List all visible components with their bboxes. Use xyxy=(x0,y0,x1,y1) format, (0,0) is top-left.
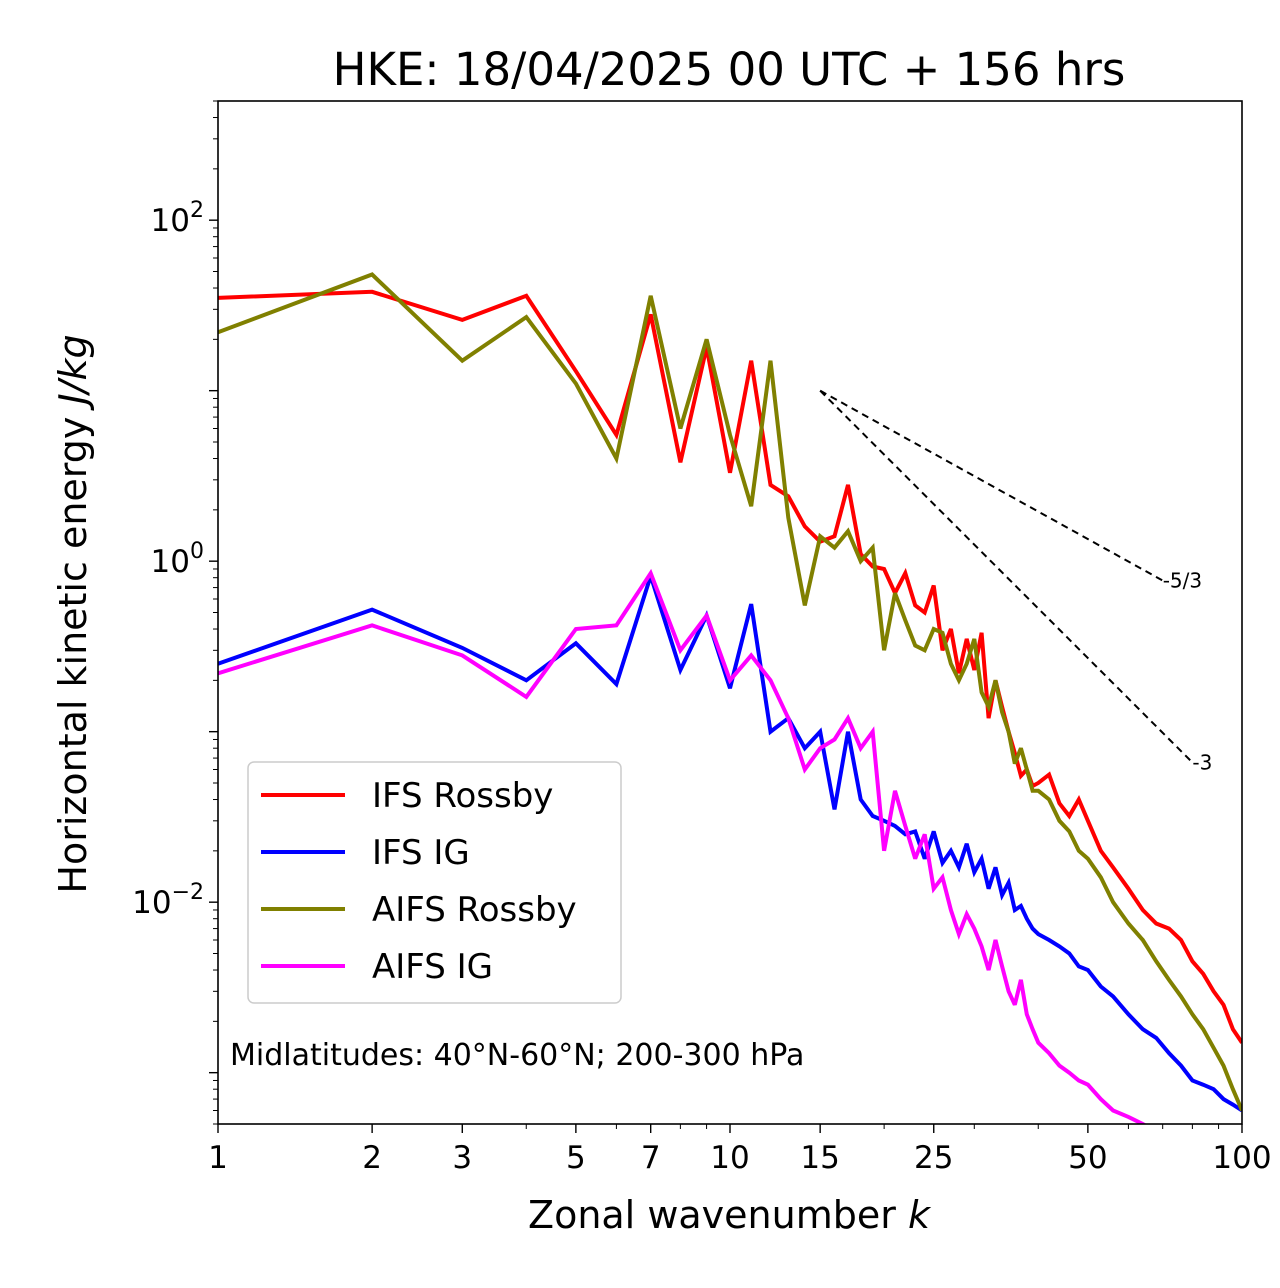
plot-frame xyxy=(217,100,1243,1125)
x-tick-label: 1 xyxy=(208,1140,228,1176)
y-tick-label: 10−2 xyxy=(132,880,204,921)
x-tick-label: 3 xyxy=(452,1140,472,1176)
y-axis-label-text: Horizontal kinetic energy xyxy=(51,405,95,894)
reference-slope-label: -3 xyxy=(1192,750,1212,774)
x-tick-label: 100 xyxy=(1212,1140,1271,1176)
y-axis-label: Horizontal kinetic energy J/kg xyxy=(51,334,95,893)
x-tick-label: 5 xyxy=(566,1140,586,1176)
reference-slope-label: -5/3 xyxy=(1163,569,1202,593)
x-axis-label: Zonal wavenumber k xyxy=(528,1193,932,1237)
legend: IFS Rossby IFS IG AIFS Rossby AIFS IG xyxy=(247,761,622,1004)
y-tick-label: 100 xyxy=(151,539,204,580)
reference-slope-line xyxy=(819,389,1164,582)
x-axis-label-symbol: k xyxy=(908,1193,932,1237)
legend-label: AIFS Rossby xyxy=(372,890,577,930)
x-tick-label: 25 xyxy=(914,1140,953,1176)
reference-slope-line xyxy=(819,389,1194,764)
plot-area xyxy=(218,272,1242,1124)
series-line xyxy=(218,568,1147,1124)
region-annotation: Midlatitudes: 40°N-60°N; 200-300 hPa xyxy=(230,1038,804,1073)
chart-title: HKE: 18/04/2025 00 UTC + 156 hrs xyxy=(333,43,1126,96)
x-tick-label: 10 xyxy=(710,1140,749,1176)
legend-label: IFS IG xyxy=(372,833,470,873)
legend-label: IFS Rossby xyxy=(372,776,553,816)
x-tick-label: 50 xyxy=(1068,1140,1107,1176)
x-tick-label: 2 xyxy=(362,1140,382,1176)
legend-box xyxy=(247,761,622,1004)
series-line xyxy=(218,575,1242,1113)
axis-ticks: 1 2 3 5 7 10 15 25 50 100 102 100 10−2 xyxy=(132,100,1272,1176)
x-tick-label: 15 xyxy=(800,1140,839,1176)
y-axis-label-units: J/kg xyxy=(51,334,95,411)
y-tick-label: 102 xyxy=(151,198,204,239)
series-line xyxy=(218,272,1242,1112)
x-tick-label: 7 xyxy=(641,1140,661,1176)
x-axis-label-text: Zonal wavenumber xyxy=(528,1193,908,1237)
legend-label: AIFS IG xyxy=(372,947,493,987)
